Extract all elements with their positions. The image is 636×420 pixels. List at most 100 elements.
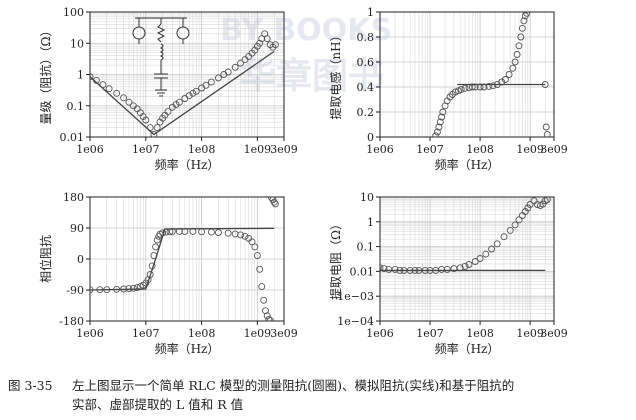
- y-tick-label: 90: [70, 222, 84, 235]
- measured-point: [251, 243, 259, 251]
- measured-point: [506, 226, 514, 234]
- measured-point: [258, 283, 266, 291]
- measured-point: [446, 93, 454, 101]
- figure-caption: 图 3-35 左上图显示一个简单 RLC 模型的测量阻抗(圆圈)、模拟阻抗(实线)…: [8, 376, 628, 414]
- measured-point: [511, 58, 519, 66]
- y-tick-label: 1: [77, 69, 84, 82]
- figure: 1e06 1e07 1e08 1e09 3e090.010.1110100频率（Hz）量…: [38, 6, 568, 356]
- port-2-icon: [176, 26, 190, 40]
- measured-point: [192, 87, 200, 95]
- measured-point: [465, 261, 473, 268]
- measured-point: [185, 92, 193, 100]
- x-tick-label: 1e06: [366, 143, 394, 156]
- measured-point: [526, 201, 534, 208]
- measured-point: [451, 88, 459, 96]
- x-tick-label: 1e06: [76, 143, 104, 156]
- y-tick-label: 0.1: [67, 100, 85, 113]
- y-tick-label: 0: [77, 253, 84, 266]
- measured-point: [237, 231, 245, 239]
- measured-point: [129, 284, 137, 292]
- y-tick-label: 0.01: [350, 265, 375, 278]
- measured-point: [513, 51, 521, 58]
- measured-point: [485, 82, 493, 90]
- measured-point: [435, 123, 443, 131]
- y-tick-label: 1: [367, 6, 374, 19]
- y-axis-label: 提取电阻（Ω）: [328, 218, 343, 300]
- plot-area: [90, 30, 279, 137]
- grid-phase: [89, 196, 285, 322]
- measured-point: [461, 262, 469, 270]
- plot-area: [432, 12, 551, 137]
- x-tick-label: 3e09: [270, 143, 298, 156]
- y-tick-label: 0: [367, 131, 374, 144]
- plot-frame: [379, 11, 555, 138]
- x-axis-label: 频率（Hz）: [155, 157, 220, 172]
- measured-point: [271, 41, 279, 49]
- grid-impedance: [89, 12, 285, 138]
- measured-point: [231, 63, 239, 71]
- x-tick-label: 1e07: [416, 327, 444, 340]
- x-tick-label: 1e09: [516, 327, 544, 340]
- measured-point: [142, 116, 150, 124]
- measured-point: [543, 131, 551, 137]
- measured-point: [521, 208, 529, 215]
- x-tick-label: 1e08: [466, 327, 494, 340]
- measured-point: [518, 24, 526, 32]
- y-tick-label: 0.4: [357, 81, 375, 94]
- measured-point: [482, 250, 490, 258]
- measured-point: [543, 197, 551, 203]
- measured-point: [493, 240, 501, 248]
- chart-impedance: 1e06 1e07 1e08 1e09 3e09 0.01 0.1 1 10 100 频率（Hz） 量…: [38, 6, 298, 172]
- y-tick-label: 0.1: [357, 241, 375, 254]
- x-tick-label: 1e06: [366, 327, 394, 340]
- figure-number: 图 3-35: [8, 378, 53, 393]
- measured-point: [152, 243, 160, 251]
- x-tick-label: 1e06: [76, 327, 104, 340]
- measured-point: [256, 39, 264, 47]
- x-tick-label: 1e09: [516, 143, 544, 156]
- measured-point: [517, 33, 525, 41]
- measured-point: [461, 84, 469, 92]
- measured-point: [533, 201, 541, 208]
- x-tick-label: 1e09: [244, 327, 272, 340]
- measured-point: [150, 131, 158, 137]
- measured-point: [265, 315, 273, 321]
- y-tick-label: 1e−04: [337, 315, 374, 328]
- measured-point: [133, 284, 141, 292]
- x-tick-label: 3e09: [540, 143, 568, 156]
- y-tick-label: -180: [59, 315, 84, 328]
- plot-area: [90, 197, 279, 321]
- measured-point: [90, 73, 94, 81]
- measured-point: [214, 229, 222, 236]
- measured-point: [105, 85, 113, 93]
- x-tick-label: 3e09: [270, 327, 298, 340]
- measured-point: [380, 265, 388, 273]
- y-axis-label: 相位阻抗: [38, 235, 53, 283]
- measured-point: [271, 200, 279, 208]
- measured-point: [263, 35, 271, 43]
- measured-point: [260, 296, 268, 304]
- measured-point: [258, 35, 266, 43]
- measured-point: [541, 197, 549, 205]
- measured-point: [253, 252, 261, 260]
- measured-point: [391, 265, 399, 273]
- measured-point: [489, 82, 497, 90]
- caption-line-1: 左上图显示一个简单 RLC 模型的测量阻抗(圆圈)、模拟阻抗(实线)和基于阻抗的: [72, 378, 515, 393]
- caption-line-2: 实部、虚部提取的 L 值和 R 值: [72, 397, 244, 412]
- y-tick-label: 100: [63, 6, 84, 19]
- measured-point: [207, 78, 215, 86]
- measured-point: [120, 94, 128, 102]
- measured-point: [241, 232, 249, 240]
- measured-point: [433, 128, 441, 136]
- y-tick-label: 1: [367, 216, 374, 229]
- measured-point: [488, 245, 496, 253]
- chart-phase: 1e06 1e07 1e08 1e09 3e09 -180 -90 0 90 180 频率（Hz） 相…: [38, 191, 298, 356]
- measured-point: [476, 255, 484, 262]
- x-axis-label: 频率（Hz）: [435, 341, 500, 356]
- measured-point: [202, 81, 210, 89]
- measured-point: [500, 233, 508, 241]
- measured-point: [224, 68, 232, 76]
- x-tick-label: 1e07: [132, 143, 160, 156]
- measured-point: [511, 221, 519, 229]
